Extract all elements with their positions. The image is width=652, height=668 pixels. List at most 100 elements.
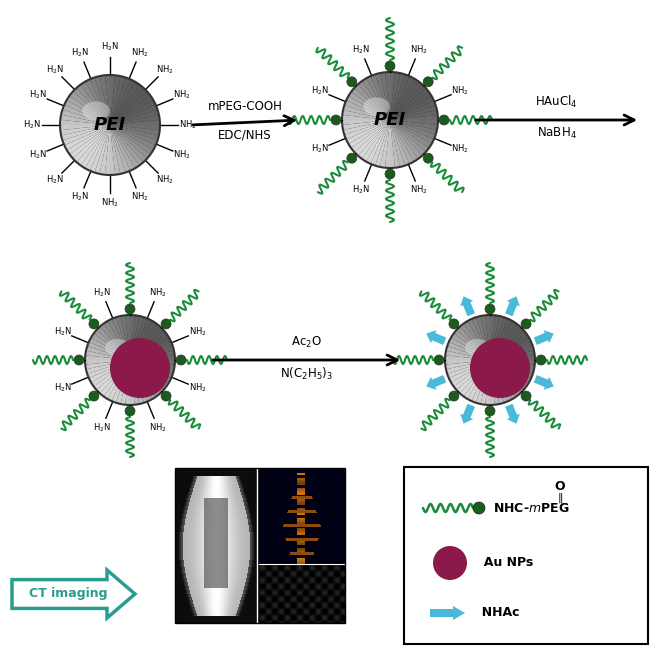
Wedge shape: [110, 125, 140, 168]
Text: Ac$_2$O: Ac$_2$O: [291, 335, 322, 350]
Wedge shape: [362, 78, 390, 120]
FancyArrow shape: [426, 330, 446, 345]
Wedge shape: [490, 360, 524, 393]
Wedge shape: [110, 125, 115, 175]
Wedge shape: [390, 120, 437, 130]
Wedge shape: [91, 333, 130, 360]
Wedge shape: [130, 323, 160, 360]
Ellipse shape: [465, 339, 490, 356]
Wedge shape: [348, 120, 390, 148]
Wedge shape: [130, 333, 169, 360]
Text: H$_2$N: H$_2$N: [23, 119, 41, 131]
Text: NaBH$_4$: NaBH$_4$: [537, 126, 576, 141]
Wedge shape: [490, 351, 535, 360]
Wedge shape: [67, 96, 110, 125]
Text: H$_2$N: H$_2$N: [311, 143, 329, 156]
Text: H$_2$N: H$_2$N: [71, 191, 89, 203]
Text: NH$_2$: NH$_2$: [156, 174, 174, 186]
Text: NHC-$m$PEG: NHC-$m$PEG: [489, 502, 569, 514]
Wedge shape: [70, 125, 110, 158]
Wedge shape: [490, 360, 535, 365]
Wedge shape: [110, 110, 159, 125]
Circle shape: [60, 75, 160, 175]
Wedge shape: [390, 73, 405, 120]
Text: Au NPs: Au NPs: [475, 556, 533, 570]
Wedge shape: [490, 316, 504, 360]
Wedge shape: [130, 360, 148, 403]
Wedge shape: [380, 120, 390, 168]
Wedge shape: [61, 125, 110, 140]
Wedge shape: [456, 360, 490, 393]
Text: H$_2$N: H$_2$N: [46, 174, 64, 186]
Circle shape: [385, 61, 395, 71]
Wedge shape: [449, 337, 490, 360]
Wedge shape: [100, 360, 130, 396]
Wedge shape: [130, 316, 144, 360]
Wedge shape: [110, 75, 121, 125]
Wedge shape: [390, 110, 437, 120]
Wedge shape: [446, 360, 490, 374]
Circle shape: [445, 315, 535, 405]
Wedge shape: [456, 327, 490, 360]
Circle shape: [434, 355, 444, 365]
Wedge shape: [110, 85, 143, 125]
Wedge shape: [348, 92, 390, 120]
Wedge shape: [110, 125, 151, 158]
Wedge shape: [125, 360, 130, 405]
Wedge shape: [85, 351, 130, 360]
Wedge shape: [354, 84, 390, 120]
Wedge shape: [447, 360, 490, 378]
Wedge shape: [60, 115, 110, 125]
Wedge shape: [104, 360, 130, 399]
Wedge shape: [366, 76, 390, 120]
Wedge shape: [105, 75, 110, 125]
Text: H$_2$N: H$_2$N: [93, 287, 111, 299]
Wedge shape: [445, 360, 490, 365]
Text: NH$_2$: NH$_2$: [451, 143, 469, 156]
Wedge shape: [110, 92, 151, 125]
Circle shape: [521, 319, 531, 329]
Wedge shape: [116, 360, 130, 404]
Circle shape: [439, 115, 449, 125]
Wedge shape: [130, 360, 156, 399]
Wedge shape: [100, 75, 110, 125]
Wedge shape: [490, 333, 529, 360]
Wedge shape: [346, 96, 390, 120]
Wedge shape: [130, 327, 164, 360]
Wedge shape: [362, 120, 390, 162]
Text: NH$_2$: NH$_2$: [131, 47, 149, 59]
Wedge shape: [110, 125, 135, 171]
Wedge shape: [390, 100, 436, 120]
Wedge shape: [445, 360, 490, 369]
Wedge shape: [343, 120, 390, 135]
Wedge shape: [490, 323, 520, 360]
Wedge shape: [490, 337, 531, 360]
Wedge shape: [390, 88, 429, 120]
Circle shape: [161, 319, 171, 329]
Circle shape: [347, 77, 357, 87]
Wedge shape: [110, 76, 125, 125]
Wedge shape: [63, 105, 110, 125]
Wedge shape: [490, 342, 533, 360]
Circle shape: [89, 319, 99, 329]
Wedge shape: [94, 330, 130, 360]
Wedge shape: [490, 360, 512, 401]
FancyBboxPatch shape: [404, 467, 648, 644]
Bar: [175, 468, 345, 623]
Wedge shape: [108, 319, 130, 360]
Wedge shape: [110, 100, 156, 125]
Wedge shape: [130, 360, 169, 387]
Wedge shape: [130, 315, 135, 360]
Wedge shape: [390, 81, 422, 120]
FancyArrow shape: [460, 296, 475, 316]
Circle shape: [85, 315, 175, 405]
Text: NH$_2$: NH$_2$: [156, 63, 174, 76]
Wedge shape: [354, 120, 390, 156]
Wedge shape: [70, 92, 110, 125]
Text: NH$_2$: NH$_2$: [188, 326, 206, 338]
Text: H$_2$N: H$_2$N: [46, 63, 64, 76]
Wedge shape: [358, 120, 390, 159]
Wedge shape: [464, 360, 490, 399]
Wedge shape: [385, 72, 390, 120]
Wedge shape: [85, 79, 110, 125]
